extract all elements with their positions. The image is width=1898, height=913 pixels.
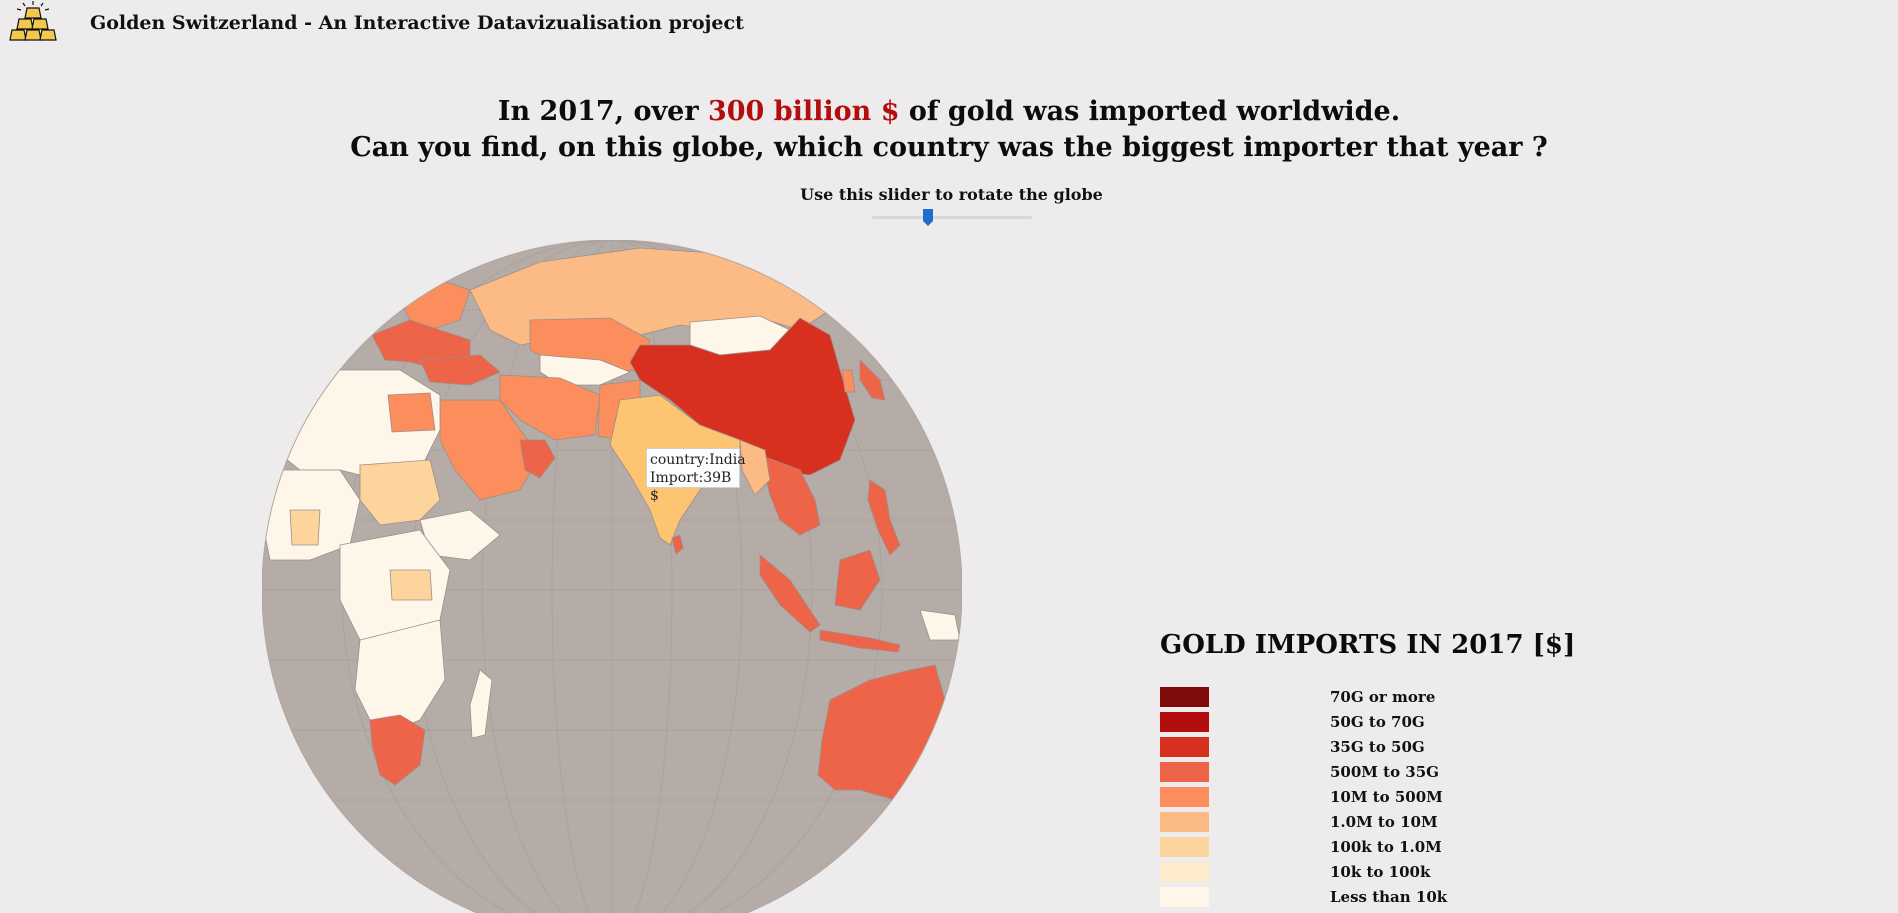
legend-title: GOLD IMPORTS IN 2017 [$] [1160,630,1576,660]
country-japan[interactable] [859,359,886,401]
legend-item: 500M to 35G [1160,762,1500,782]
legend-item: 10M to 500M [1160,787,1500,807]
legend-item: Less than 10k [1160,887,1500,907]
country-myanmar[interactable] [739,439,771,496]
tooltip-country: country:India [650,452,746,468]
legend-item: 100k to 1.0M [1160,837,1500,857]
legend-swatch [1160,712,1209,732]
legend-label: 50G to 70G [1330,713,1425,731]
legend-swatch [1160,762,1209,782]
country-turkey[interactable] [419,354,501,386]
rotation-slider-track[interactable] [872,216,1032,219]
legend-label: 100k to 1.0M [1330,838,1442,856]
legend-swatch [1160,837,1209,857]
country-china[interactable] [629,317,856,476]
legend-label: 70G or more [1330,688,1436,706]
app-title: Golden Switzerland - An Interactive Data… [90,12,744,34]
legend-item: 50G to 70G [1160,712,1500,732]
headline-line-2: Can you find, on this globe, which count… [350,132,1548,163]
legend-label: 1.0M to 10M [1330,813,1438,831]
country-madagascar[interactable] [469,669,493,739]
country-southeast-asia[interactable] [759,454,821,536]
slider-label: Use this slider to rotate the globe [800,185,1103,204]
country-sri-lanka[interactable] [671,534,684,555]
country-iran[interactable] [499,374,601,441]
legend-item: 70G or more [1160,687,1500,707]
legend-swatch [1160,887,1209,907]
country-java[interactable] [819,629,901,653]
legend-swatch [1160,787,1209,807]
legend-swatch [1160,862,1209,882]
legend-label: 10M to 500M [1330,788,1443,806]
headline-accent: 300 billion $ [707,96,900,127]
legend-item: 35G to 50G [1160,737,1500,757]
legend-label: 500M to 35G [1330,763,1439,781]
country-egypt[interactable] [387,392,436,433]
legend-label: 35G to 50G [1330,738,1425,756]
tooltip-import: Import:39B $ [650,470,732,504]
legend-item: 1.0M to 10M [1160,812,1500,832]
headline-text-end: of gold was imported worldwide. [899,96,1401,127]
country-saudi-arabia[interactable] [439,399,541,501]
top-bar: Golden Switzerland - An Interactive Data… [0,0,900,46]
headline-line-1: In 2017, over 300 billion $ of gold was … [0,94,1898,130]
legend-swatch [1160,687,1209,707]
gold-bars-icon[interactable] [6,0,68,46]
legend-label: Less than 10k [1330,888,1448,906]
legend-item: 10k to 100k [1160,862,1500,882]
country-philippines[interactable] [867,479,901,556]
country-ghana[interactable] [289,509,321,546]
country-uae[interactable] [519,439,556,479]
legend-label: 10k to 100k [1330,863,1431,881]
globe[interactable] [262,240,962,913]
country-south-africa[interactable] [369,714,426,786]
country-tooltip: country:India Import:39B $ [646,448,746,504]
legend-swatch [1160,737,1209,757]
country-borneo[interactable] [834,549,881,611]
country-tanzania[interactable] [389,569,433,601]
country-korea[interactable] [841,369,856,393]
headline: In 2017, over 300 billion $ of gold was … [0,94,1898,166]
headline-text-start: In 2017, over [497,96,708,127]
rotation-slider-thumb[interactable] [922,208,934,227]
legend-swatch [1160,812,1209,832]
country-sumatra[interactable] [759,554,821,633]
